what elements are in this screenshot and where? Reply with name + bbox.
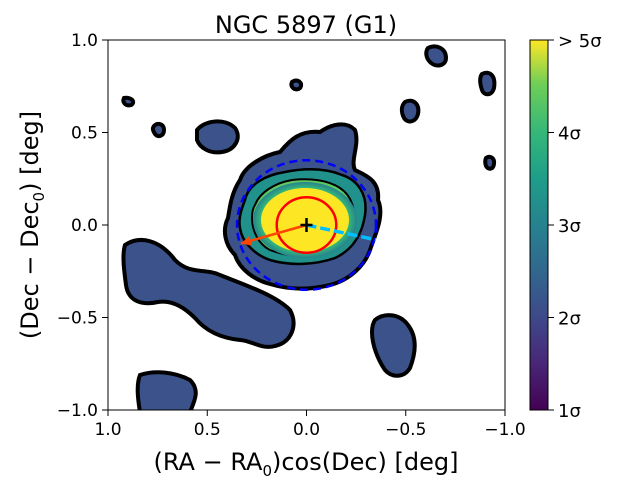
contour-small-blob-top-left <box>121 95 136 108</box>
y-tick-label: −0.5 <box>57 309 98 329</box>
x-tick-label: 1.0 <box>94 420 121 440</box>
contour-small-blob-upper <box>289 78 304 92</box>
colorbar-tick-label: 3σ <box>558 216 581 237</box>
orbit-arrow-head <box>240 235 252 246</box>
x-tick-label: −0.5 <box>385 420 426 440</box>
contour-small-blob-right <box>483 154 497 171</box>
contour-small-blob-left <box>150 121 167 139</box>
tidal-radius-circle <box>235 159 378 291</box>
inner-radius-circle <box>275 196 338 254</box>
x-tick-label: −1.0 <box>484 420 525 440</box>
contour-top-right-blob <box>424 44 449 68</box>
chart-title: NGC 5897 (G1) <box>215 11 397 39</box>
y-tick-label: −1.0 <box>57 401 98 421</box>
overlays <box>235 159 378 291</box>
contour-right-lower-region <box>369 313 417 378</box>
colorbar-ticks: 1σ 2σ 3σ 4σ > 5σ <box>548 31 602 422</box>
colorbar-tick-label: 4σ <box>558 124 581 145</box>
contour-right-mid-blob <box>399 98 421 124</box>
density-map <box>121 44 497 410</box>
contour-lower-left-region <box>121 238 296 349</box>
x-axis-ticks: 1.0 0.5 0.0 −0.5 −1.0 <box>94 410 526 440</box>
orbit-arrow-shaft <box>240 223 307 245</box>
y-axis-label: (Dec − Dec0) [deg] <box>16 111 48 339</box>
colorbar-tick-label: > 5σ <box>558 31 602 52</box>
x-tick-label: 0.5 <box>194 420 221 440</box>
colorbar <box>529 39 549 411</box>
y-tick-label: 1.0 <box>71 31 98 51</box>
y-tick-label: 0.0 <box>71 216 98 236</box>
contour-top-center-blob <box>195 119 240 155</box>
y-tick-label: 0.5 <box>71 124 98 144</box>
contour-bottom-left-region <box>135 370 198 410</box>
contour-far-right-blob <box>478 70 497 97</box>
y-axis-ticks: 1.0 0.5 0.0 −0.5 −1.0 <box>57 31 108 421</box>
x-axis-label: (RA − RA0)cos(Dec) [deg] <box>153 448 458 480</box>
colorbar-tick-label: 2σ <box>558 309 581 330</box>
x-tick-label: 0.0 <box>293 420 320 440</box>
colorbar-tick-label: 1σ <box>558 401 581 422</box>
orbit-dashed-path <box>306 223 377 242</box>
